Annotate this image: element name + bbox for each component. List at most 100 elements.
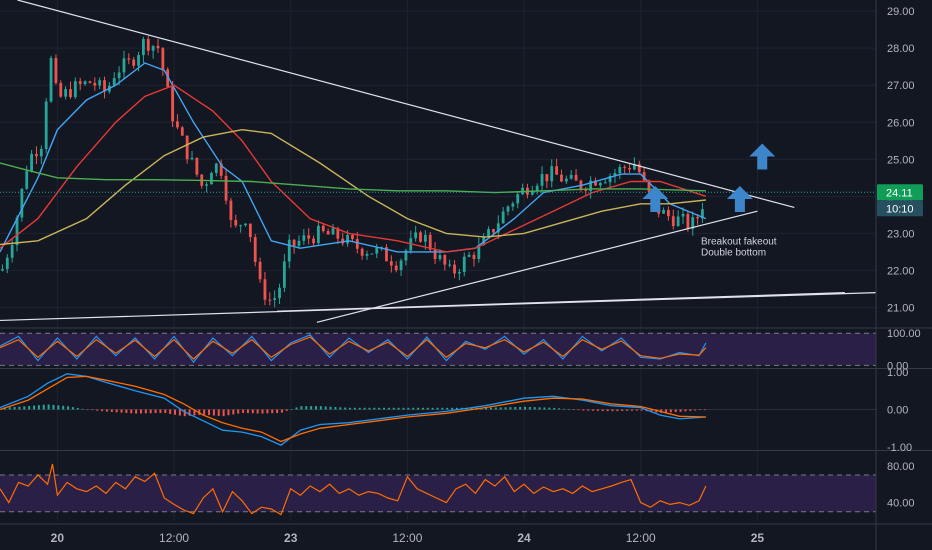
macd-histogram-bar — [562, 408, 565, 410]
candle-body — [287, 239, 291, 262]
macd-histogram-bar — [611, 409, 614, 412]
candle-body — [229, 200, 233, 220]
candle-body — [151, 45, 155, 51]
macd-histogram-bar — [548, 407, 551, 410]
candle — [156, 38, 160, 53]
macd-histogram-bar — [130, 409, 133, 414]
candle-body — [414, 232, 418, 239]
candle-body — [49, 58, 53, 102]
macd-pane[interactable] — [0, 373, 876, 446]
candle — [472, 251, 476, 267]
candle — [385, 244, 388, 262]
candle-body — [419, 232, 422, 242]
candle-body — [676, 216, 680, 227]
macd-histogram-bar — [684, 409, 687, 412]
candle — [234, 214, 238, 228]
macd-histogram-bar — [543, 407, 546, 410]
time-axis-label: 20 — [51, 531, 65, 545]
price-axis-label: 21.00 — [887, 302, 915, 314]
up-arrow-icon[interactable] — [726, 186, 753, 213]
candle-body — [10, 245, 14, 258]
axes: 21.0022.0023.0024.0025.0026.0027.0028.00… — [51, 6, 923, 545]
candle — [142, 36, 145, 63]
candle-body — [273, 298, 277, 300]
candle-body — [210, 172, 213, 185]
candle — [545, 174, 549, 189]
price-axis-label: 27.00 — [887, 80, 915, 92]
candle-body — [642, 172, 646, 181]
macd-histogram-bar — [52, 404, 55, 410]
candle — [560, 169, 563, 182]
candle-body — [618, 167, 622, 174]
up-arrow-icon[interactable] — [642, 186, 669, 213]
candle — [564, 175, 568, 184]
candle — [370, 253, 374, 255]
candle-body — [302, 235, 306, 241]
macd-histogram-bar — [694, 409, 697, 411]
candle — [263, 271, 267, 306]
macd-histogram-bar — [494, 407, 497, 410]
stochastic-rsi-pane[interactable] — [0, 332, 876, 366]
macd-histogram-bar — [193, 409, 196, 416]
time-axis-label: 12:00 — [392, 531, 422, 545]
moving-average-line-3 — [0, 128, 706, 246]
macd-histogram-bar — [57, 405, 60, 410]
candle — [176, 114, 179, 130]
candle — [443, 254, 447, 271]
macd-histogram-bar — [76, 407, 79, 410]
macd-histogram-bar — [528, 406, 531, 410]
candle — [662, 207, 665, 214]
candle — [244, 223, 247, 227]
candle — [302, 228, 306, 245]
candle-body — [166, 69, 170, 87]
candle-body — [569, 174, 573, 179]
macd-histogram-bar — [626, 409, 629, 411]
candle — [312, 235, 315, 248]
candle-body — [530, 190, 534, 195]
macd-histogram-bar — [144, 409, 147, 414]
macd-histogram-bar — [105, 409, 108, 412]
trend-line-4[interactable] — [277, 292, 845, 312]
candle — [248, 223, 252, 242]
candle — [389, 255, 393, 273]
rsi-pane[interactable] — [0, 463, 876, 516]
macd-histogram-bar — [33, 405, 36, 410]
macd-histogram-bar — [426, 407, 429, 410]
candle — [433, 242, 437, 265]
candle — [229, 197, 233, 228]
macd-histogram-bar — [363, 407, 366, 410]
candle — [501, 207, 505, 224]
trend-line-3[interactable] — [0, 292, 877, 322]
candle — [20, 188, 24, 222]
macd-histogram-bar — [650, 409, 653, 412]
macd-histogram-bar — [237, 409, 240, 414]
candle — [195, 157, 199, 177]
candle — [103, 76, 106, 99]
macd-histogram-bar — [227, 409, 230, 416]
annotation-text: Double bottom — [701, 248, 766, 259]
up-arrow-icon[interactable] — [749, 143, 776, 170]
candle-body — [589, 180, 593, 191]
candle-body — [443, 255, 447, 265]
candle-body — [472, 254, 476, 259]
moving-average-line-1 — [0, 62, 707, 253]
candle-body — [239, 225, 243, 227]
price-axis-label: 28.00 — [887, 43, 915, 55]
macd-histogram-bar — [606, 409, 609, 412]
candle-body — [662, 210, 665, 214]
candle-body — [360, 248, 364, 256]
candle — [10, 237, 14, 263]
macd-histogram-bar — [669, 409, 672, 413]
candle — [39, 145, 43, 165]
trend-line-2[interactable] — [316, 210, 758, 323]
trend-line-1[interactable] — [17, 0, 795, 209]
macd-histogram-bar — [149, 409, 152, 414]
macd-histogram-bar — [689, 409, 692, 411]
candle-body — [535, 185, 539, 191]
candle — [122, 50, 126, 80]
candle — [297, 235, 301, 249]
candle-body — [161, 48, 165, 70]
